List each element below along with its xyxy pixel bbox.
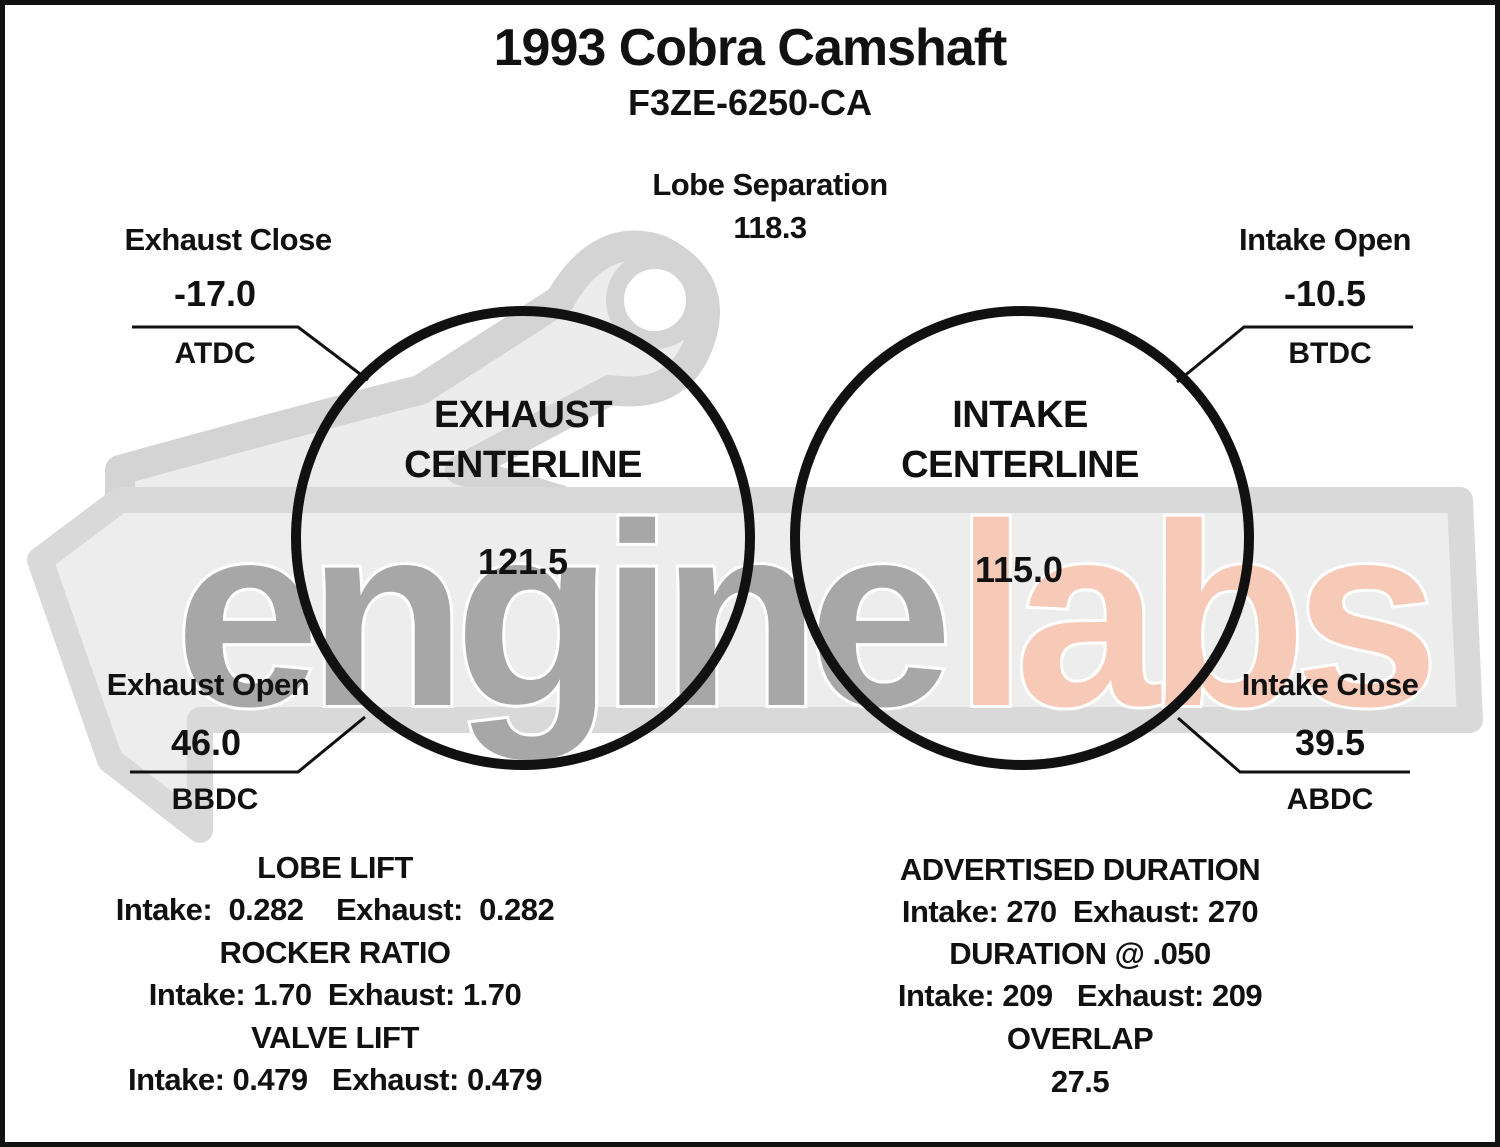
intake-close-value: 39.5	[1294, 722, 1366, 763]
intake-open-leader-line	[1176, 325, 1413, 384]
rocker-ratio-values: Intake: 1.70 Exhaust: 1.70	[148, 977, 522, 1012]
exhaust-open-leader-line	[130, 715, 366, 774]
exhaust-centerline-line2: CENTERLINE	[404, 444, 642, 486]
exhaust-close-reference: ATDC	[174, 337, 256, 370]
exhaust-open-value: 46.0	[170, 722, 242, 763]
watermark-brand-accent: labs	[955, 471, 1429, 761]
exhaust-centerline-line1: EXHAUST	[433, 394, 613, 436]
lobe-lift-values: Intake: 0.282 Exhaust: 0.282	[115, 892, 555, 927]
lobe-lift-heading: LOBE LIFT	[257, 850, 413, 885]
intake-open-value: -10.5	[1283, 273, 1367, 314]
intake-open-reference: BTDC	[1288, 337, 1372, 370]
lobe-separation-value: 118.3	[733, 210, 807, 245]
intake-close-leader-line	[1177, 716, 1410, 774]
exhaust-centerline-value: 121.5	[477, 541, 569, 582]
intake-centerline-value: 115.0	[974, 549, 1064, 590]
valve-lift-heading: VALVE LIFT	[251, 1020, 419, 1055]
intake-centerline-circle	[790, 306, 1254, 770]
exhaust-close-leader-line	[132, 325, 369, 382]
exhaust-centerline-circle	[291, 306, 755, 770]
rocker-ratio-heading: ROCKER RATIO	[219, 935, 451, 970]
exhaust-centerline-title: EXHAUST CENTERLINE	[320, 390, 726, 490]
intake-close-reference: ABDC	[1286, 783, 1374, 816]
wrench-logo-icon	[27, 230, 1483, 843]
intake-open-label: Intake Open	[1239, 222, 1411, 257]
exhaust-open-label: Exhaust Open	[106, 667, 310, 702]
overlap-heading: OVERLAP	[1006, 1021, 1154, 1056]
page-title: 1993 Cobra Camshaft	[493, 19, 1008, 77]
intake-close-label: Intake Close	[1241, 667, 1419, 702]
advertised-duration-values: Intake: 270 Exhaust: 270	[901, 894, 1259, 929]
intake-centerline-line2: CENTERLINE	[901, 444, 1139, 486]
duration-050-values: Intake: 209 Exhaust: 209	[897, 978, 1263, 1013]
intake-centerline-title: INTAKE CENTERLINE	[817, 390, 1223, 490]
duration-050-heading: DURATION @ .050	[949, 936, 1211, 971]
exhaust-close-label: Exhaust Close	[124, 222, 332, 257]
exhaust-close-value: -17.0	[173, 273, 257, 314]
lobe-separation-label: Lobe Separation	[652, 167, 888, 202]
advertised-duration-heading: ADVERTISED DURATION	[899, 852, 1261, 887]
valve-lift-values: Intake: 0.479 Exhaust: 0.479	[127, 1062, 543, 1097]
intake-centerline-line1: INTAKE	[952, 394, 1088, 436]
exhaust-open-reference: BBDC	[171, 783, 259, 816]
overlap-value: 27.5	[1050, 1064, 1110, 1099]
part-number: F3ZE-6250-CA	[627, 82, 873, 123]
